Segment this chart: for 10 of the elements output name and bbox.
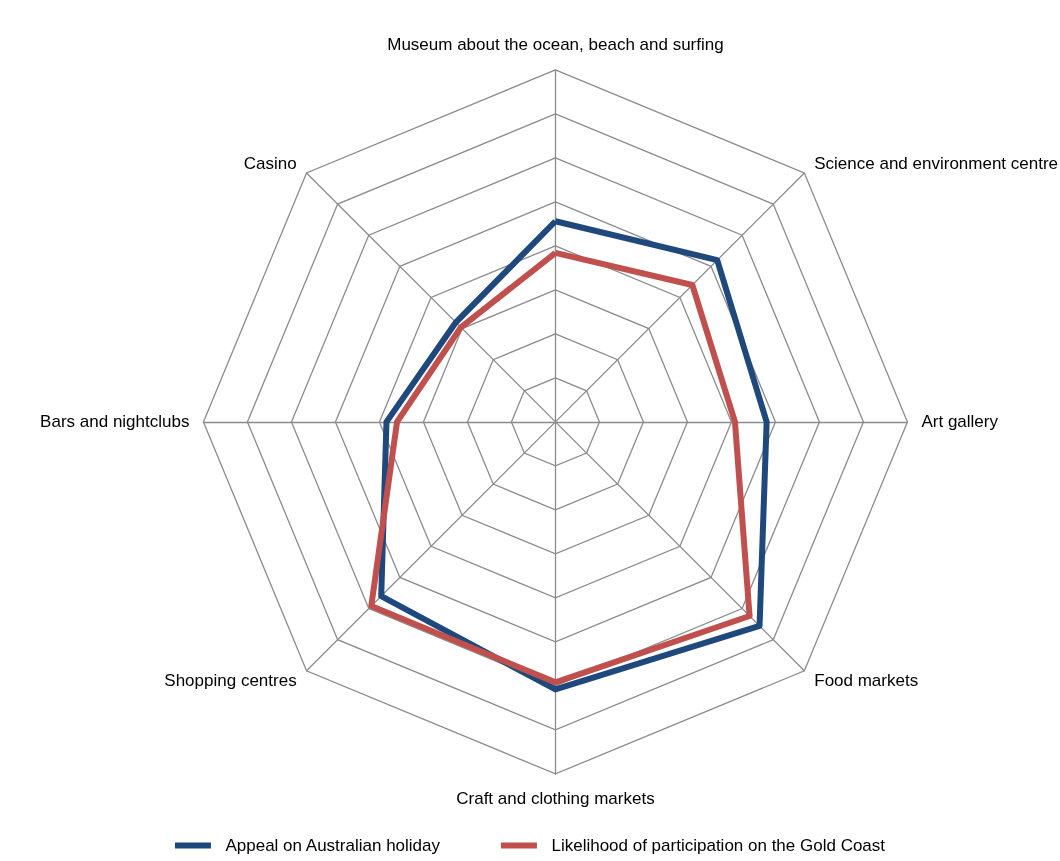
spoke-label: Science and environment centre [814, 153, 1059, 173]
legend-label: Appeal on Australian holiday [225, 836, 441, 855]
spoke-label: Art gallery [921, 412, 999, 432]
spoke-label: Bars and nightclubs [40, 412, 190, 432]
spoke-label: Shopping centres [164, 671, 297, 691]
spoke-label: Museum about the ocean, beach and surfing [387, 35, 724, 55]
legend-label: Likelihood of participation on the Gold Coast [551, 836, 886, 855]
spoke-label: Food markets [814, 671, 919, 691]
spoke-label: Craft and clothing markets [456, 789, 655, 809]
spoke-label: Casino [243, 153, 297, 173]
